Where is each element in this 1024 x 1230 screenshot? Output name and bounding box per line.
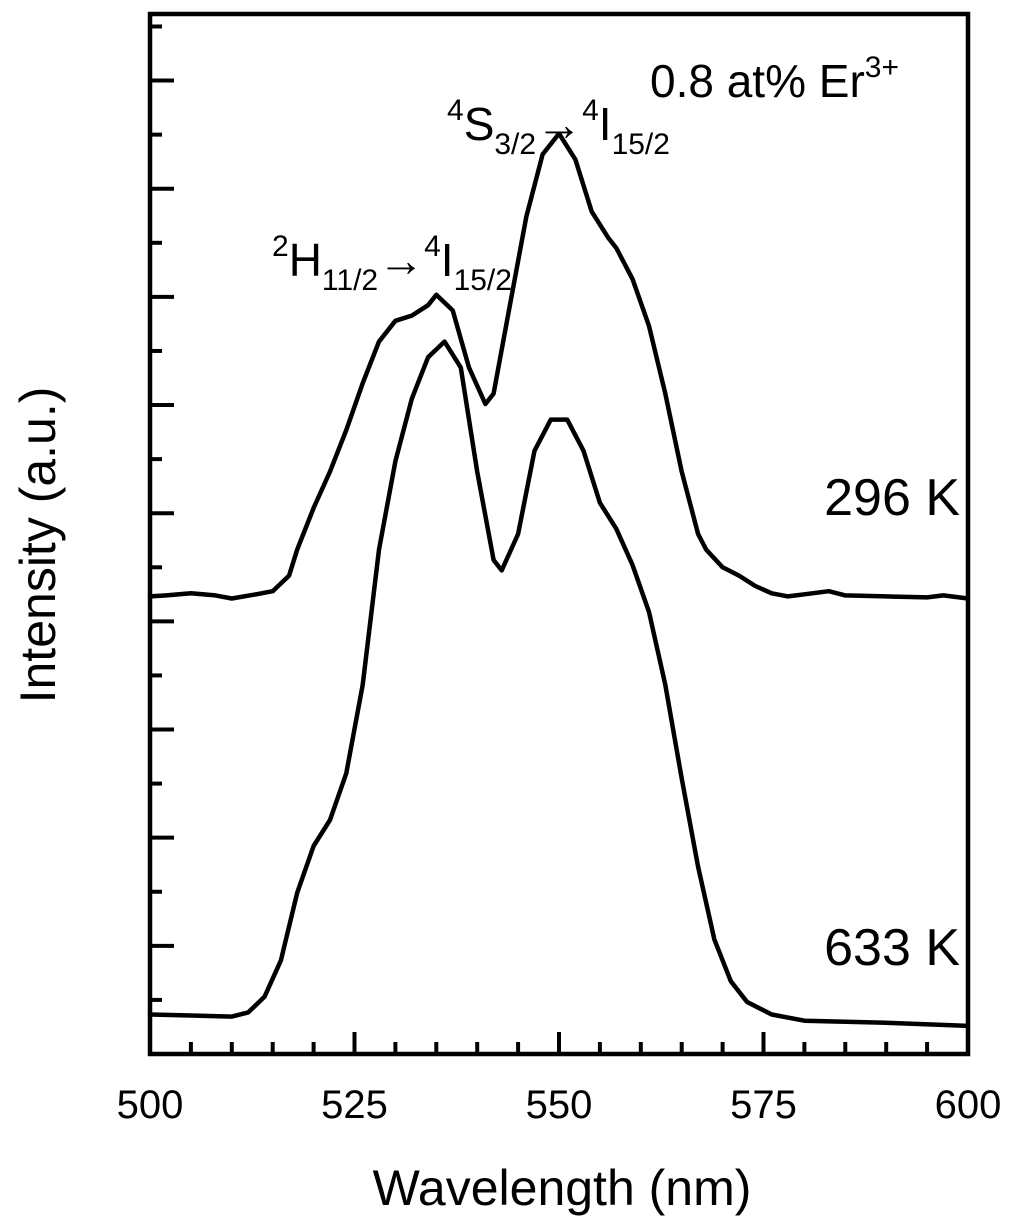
series-curves <box>147 131 971 1029</box>
sample-annotation: 0.8 at% Er3+ <box>650 51 899 107</box>
y-axis-ticks <box>150 24 174 1002</box>
x-tick-label: 600 <box>935 1083 1002 1127</box>
x-tick-label: 550 <box>526 1083 593 1127</box>
transition-label-4s: 4S3/2→4I15/2 <box>447 94 670 161</box>
series-line-296k <box>147 131 971 601</box>
x-tick-label: 575 <box>730 1083 797 1127</box>
series-line-633k <box>147 339 971 1029</box>
y-axis-title: Intensity (a.u.) <box>10 387 66 704</box>
x-axis-tick-labels: 500 525 550 575 600 <box>117 1083 1002 1127</box>
series-label-633k: 633 K <box>824 919 960 977</box>
series-label-296k: 296 K <box>824 469 960 527</box>
x-tick-label: 500 <box>117 1083 184 1127</box>
x-axis-ticks <box>148 1032 970 1054</box>
transition-label-2h: 2H11/2→4I15/2 <box>272 230 512 297</box>
x-axis-title: Wavelength (nm) <box>373 1160 752 1216</box>
plot-frame <box>147 11 971 1057</box>
x-tick-label: 525 <box>321 1083 388 1127</box>
